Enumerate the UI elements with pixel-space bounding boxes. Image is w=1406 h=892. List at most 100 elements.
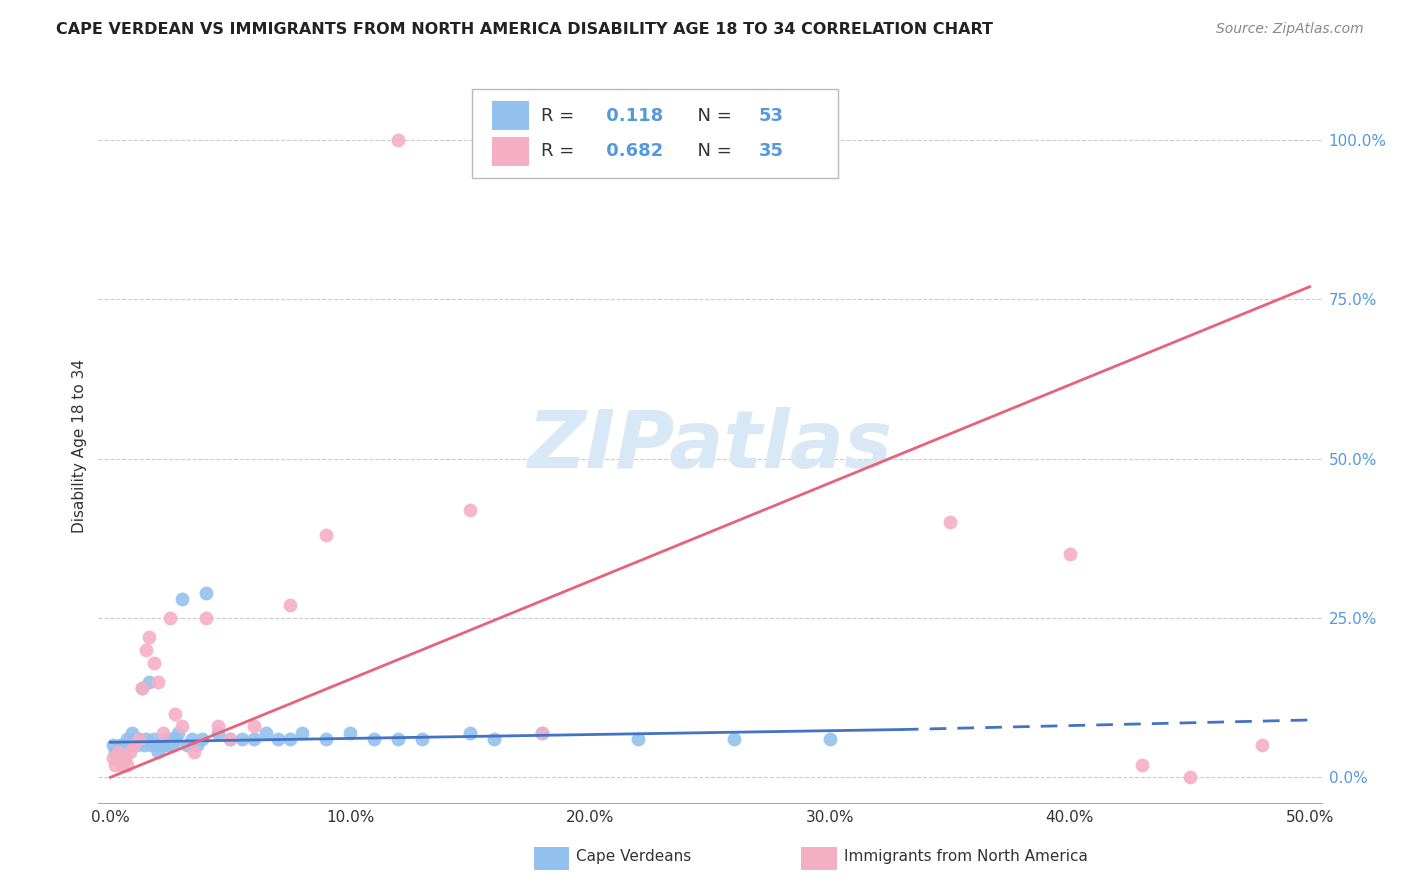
Point — [411, 732, 433, 747]
Point — [531, 725, 554, 739]
Point — [128, 732, 150, 747]
Point — [207, 719, 229, 733]
Point — [315, 528, 337, 542]
Point — [531, 725, 554, 739]
Point — [165, 706, 187, 721]
Point — [278, 599, 301, 613]
Point — [723, 732, 745, 747]
Point — [131, 681, 153, 695]
FancyBboxPatch shape — [471, 89, 838, 178]
Point — [458, 502, 481, 516]
Point — [149, 739, 172, 753]
Point — [627, 732, 650, 747]
Point — [124, 739, 146, 753]
Point — [243, 719, 266, 733]
Point — [254, 725, 277, 739]
Point — [115, 732, 138, 747]
Point — [101, 751, 124, 765]
Point — [135, 643, 157, 657]
Text: ZIPatlas: ZIPatlas — [527, 407, 893, 485]
Point — [165, 732, 187, 747]
Point — [482, 732, 505, 747]
Point — [107, 745, 129, 759]
Point — [111, 745, 134, 759]
Text: 0.118: 0.118 — [600, 107, 664, 125]
FancyBboxPatch shape — [492, 137, 529, 166]
Point — [181, 732, 204, 747]
Point — [939, 516, 962, 530]
Point — [159, 611, 181, 625]
Point — [115, 757, 138, 772]
Point — [267, 732, 290, 747]
FancyBboxPatch shape — [492, 102, 529, 130]
Point — [135, 732, 157, 747]
Point — [145, 739, 167, 753]
Text: R =: R = — [541, 107, 581, 125]
Point — [152, 725, 174, 739]
Text: 53: 53 — [759, 107, 785, 125]
Text: N =: N = — [686, 143, 737, 161]
Point — [138, 630, 160, 644]
Point — [166, 725, 188, 739]
Point — [114, 751, 136, 765]
Point — [156, 739, 179, 753]
Point — [1059, 547, 1081, 561]
Point — [219, 732, 242, 747]
Point — [190, 732, 212, 747]
Point — [155, 732, 177, 747]
Point — [315, 732, 337, 747]
Point — [172, 719, 194, 733]
Point — [148, 745, 170, 759]
Point — [186, 739, 208, 753]
Point — [124, 732, 146, 747]
Point — [141, 739, 163, 753]
Point — [172, 591, 194, 606]
Point — [183, 745, 205, 759]
Point — [219, 732, 242, 747]
Point — [363, 732, 385, 747]
Point — [114, 739, 136, 753]
Point — [243, 732, 266, 747]
Text: Cape Verdeans: Cape Verdeans — [576, 849, 692, 863]
Point — [195, 611, 218, 625]
Point — [138, 674, 160, 689]
Point — [231, 732, 253, 747]
Point — [104, 745, 127, 759]
Text: Source: ZipAtlas.com: Source: ZipAtlas.com — [1216, 22, 1364, 37]
Point — [458, 725, 481, 739]
Point — [118, 745, 141, 759]
Point — [162, 739, 184, 753]
Point — [339, 725, 361, 739]
Point — [699, 133, 721, 147]
Point — [176, 739, 198, 753]
Text: N =: N = — [686, 107, 737, 125]
Point — [128, 732, 150, 747]
Point — [278, 732, 301, 747]
Point — [148, 674, 170, 689]
Point — [152, 739, 174, 753]
Point — [121, 725, 143, 739]
Text: 0.682: 0.682 — [600, 143, 664, 161]
Point — [118, 739, 141, 753]
Point — [159, 732, 181, 747]
Point — [387, 133, 409, 147]
Point — [107, 751, 129, 765]
Point — [111, 757, 134, 772]
Point — [195, 585, 218, 599]
Y-axis label: Disability Age 18 to 34: Disability Age 18 to 34 — [72, 359, 87, 533]
Text: R =: R = — [541, 143, 581, 161]
Text: Immigrants from North America: Immigrants from North America — [844, 849, 1087, 863]
Point — [1250, 739, 1272, 753]
Point — [818, 732, 841, 747]
Point — [207, 725, 229, 739]
Text: 35: 35 — [759, 143, 785, 161]
Point — [108, 739, 131, 753]
Point — [132, 739, 155, 753]
Point — [131, 681, 153, 695]
Point — [291, 725, 314, 739]
Point — [387, 732, 409, 747]
Point — [108, 751, 131, 765]
Text: CAPE VERDEAN VS IMMIGRANTS FROM NORTH AMERICA DISABILITY AGE 18 TO 34 CORRELATIO: CAPE VERDEAN VS IMMIGRANTS FROM NORTH AM… — [56, 22, 993, 37]
Point — [104, 757, 127, 772]
Point — [1130, 757, 1153, 772]
